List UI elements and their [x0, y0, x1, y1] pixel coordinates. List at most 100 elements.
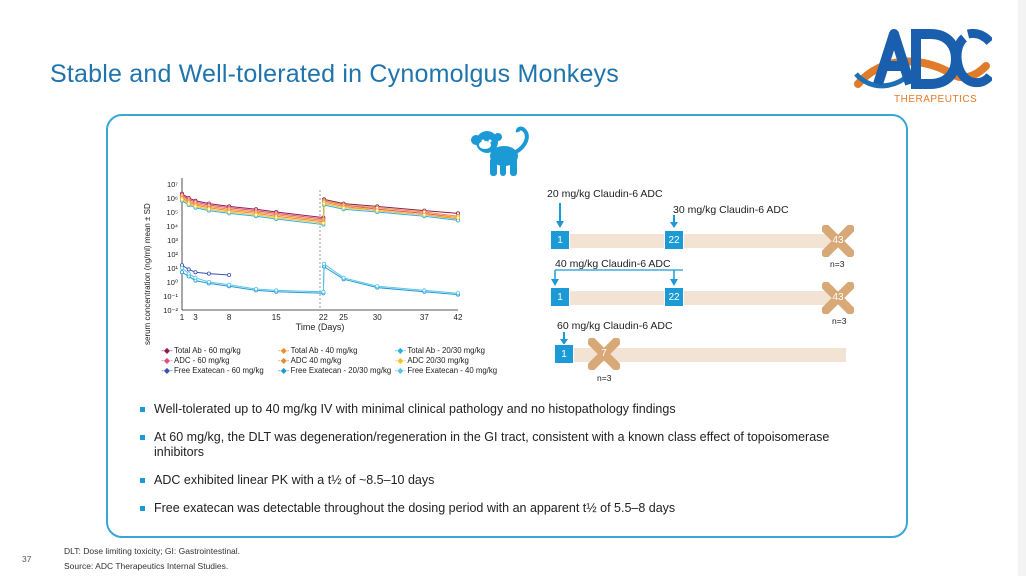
legend-marker-icon: -◆-	[277, 355, 290, 365]
series-point	[422, 288, 427, 293]
pk-chart: serum concentration (ng/ml) mean ± SD 10…	[143, 178, 463, 345]
arm3-day-end: 7	[601, 348, 607, 359]
series-point	[375, 284, 380, 289]
legend-marker-icon: -◆-	[394, 355, 407, 365]
series-point	[321, 289, 326, 294]
series-point	[274, 215, 279, 220]
series-point	[322, 261, 327, 266]
arm1-n: n=3	[830, 259, 845, 269]
legend-item: -◆- Total Ab - 60 mg/kg	[160, 345, 277, 355]
legend-label: Total Ab - 60 mg/kg	[174, 345, 241, 355]
series-point	[193, 275, 198, 280]
arm1-day1-arrow	[556, 203, 564, 228]
x-tick-label: 30	[373, 313, 382, 322]
logo-subtitle: THERAPEUTICS	[894, 94, 978, 105]
slide-title: Stable and Well-tolerated in Cynomolgus …	[50, 60, 619, 88]
x-tick-label: 1	[180, 313, 185, 322]
adc-therapeutics-logo	[854, 28, 992, 89]
finding-item: Free exatecan was detectable throughout …	[140, 501, 880, 516]
arm3-n: n=3	[597, 373, 612, 383]
arm1-day-mid: 22	[664, 230, 684, 250]
series-point	[186, 201, 191, 206]
footnote-abbreviations: DLT: Dose limiting toxicity; GI: Gastroi…	[64, 546, 241, 556]
y-tick-label: 10¹	[167, 264, 178, 273]
y-tick-label: 10⁻²	[163, 306, 178, 315]
legend-item: -◆- ADC 40 mg/kg	[277, 355, 394, 365]
findings-list: Well-tolerated up to 40 mg/kg IV with mi…	[140, 402, 880, 529]
legend-item: -◆- Free Exatecan - 20/30 mg/kg	[277, 365, 394, 375]
legend-marker-icon: -◆-	[394, 365, 407, 375]
arm3-bar	[574, 348, 846, 362]
legend-label: Free Exatecan - 60 mg/kg	[174, 365, 264, 375]
series-point	[455, 291, 460, 296]
monkey-icon	[471, 126, 529, 176]
series-point	[455, 215, 460, 220]
y-tick-label: 10⁵	[167, 208, 178, 217]
legend-item: -◆- ADC 20/30 mg/kg	[393, 355, 510, 365]
series-point	[341, 275, 346, 280]
x-tick-label: 8	[227, 313, 232, 322]
y-tick-label: 10⁷	[167, 180, 178, 189]
x-tick-label: 15	[272, 313, 281, 322]
series-point	[254, 287, 259, 292]
series-point	[180, 197, 185, 202]
series-point	[322, 201, 327, 206]
arm2-end-x-icon: 43	[821, 281, 855, 315]
legend-item: -◆- Free Exatecan - 40 mg/kg	[393, 365, 510, 375]
finding-item: At 60 mg/kg, the DLT was degeneration/re…	[140, 430, 880, 460]
arm3-day-start: 1	[554, 344, 574, 364]
legend-item: -◆- Total Ab - 20/30 mg/kg	[393, 345, 510, 355]
arm2-day-start: 1	[550, 287, 570, 307]
x-tick-label: 22	[319, 313, 328, 322]
content-panel	[106, 114, 908, 538]
x-tick-label: 25	[339, 313, 348, 322]
arm1-dose1-label: 20 mg/kg Claudin-6 ADC	[547, 188, 663, 200]
series-point	[186, 267, 191, 272]
legend-row: -◆- Free Exatecan - 60 mg/kg -◆- Free Exate…	[160, 365, 510, 375]
arm2-n: n=3	[832, 316, 847, 326]
legend-marker-icon: -◆-	[394, 345, 407, 355]
y-tick-label: 10⁰	[167, 278, 178, 287]
series-point	[180, 266, 185, 271]
x-tick-label: 37	[420, 313, 429, 322]
legend-label: Total Ab - 40 mg/kg	[290, 345, 358, 355]
legend-marker-icon: -◆-	[161, 355, 173, 365]
arm3-day1-arrow	[560, 332, 568, 345]
slide-edge	[1018, 0, 1026, 576]
x-tick-label: 42	[454, 313, 463, 322]
series-point	[254, 212, 259, 217]
series-group	[180, 191, 460, 297]
legend-marker-icon: -◆-	[277, 365, 290, 375]
series-point	[206, 271, 211, 276]
legend-item: -◆- ADC - 60 mg/kg	[160, 355, 277, 365]
arm1-dose2-label: 30 mg/kg Claudin-6 ADC	[673, 204, 789, 216]
arm2-day-end: 43	[832, 292, 844, 303]
finding-item: Well-tolerated up to 40 mg/kg IV with mi…	[140, 402, 880, 417]
series-point	[180, 270, 185, 275]
arm2-day-mid: 22	[664, 287, 684, 307]
legend-label: ADC 20/30 mg/kg	[407, 355, 469, 365]
arm1-day-end: 43	[832, 235, 844, 246]
arm1-day-start: 1	[550, 230, 570, 250]
x-tick-label: 3	[193, 313, 198, 322]
legend-label: Free Exatecan - 40 mg/kg	[407, 365, 498, 375]
legend-marker-icon: -◆-	[161, 345, 173, 355]
legend-label: Total Ab - 20/30 mg/kg	[407, 345, 485, 355]
legend-marker-icon: -◆-	[161, 365, 173, 375]
chart-ylabel: serum concentration (ng/ml) mean ± SD	[143, 203, 152, 345]
series-point	[206, 207, 211, 212]
legend-marker-icon: -◆-	[277, 345, 290, 355]
y-ticks: 10⁷ 10⁶ 10⁵ 10⁴ 10³ 10² 10¹ 10⁰ 10⁻¹ 10⁻²	[163, 180, 178, 315]
y-tick-label: 10⁻¹	[163, 292, 178, 301]
y-tick-label: 10²	[167, 250, 178, 259]
y-tick-label: 10³	[167, 236, 178, 245]
series-point	[206, 280, 211, 285]
series-point	[193, 204, 198, 209]
arm1-bar	[570, 234, 840, 248]
y-tick-label: 10⁴	[166, 222, 178, 231]
legend-label: ADC - 60 mg/kg	[174, 355, 230, 365]
series-point	[193, 270, 198, 275]
arm2-bar	[570, 291, 840, 305]
series-point	[341, 205, 346, 210]
series-point	[422, 212, 427, 217]
